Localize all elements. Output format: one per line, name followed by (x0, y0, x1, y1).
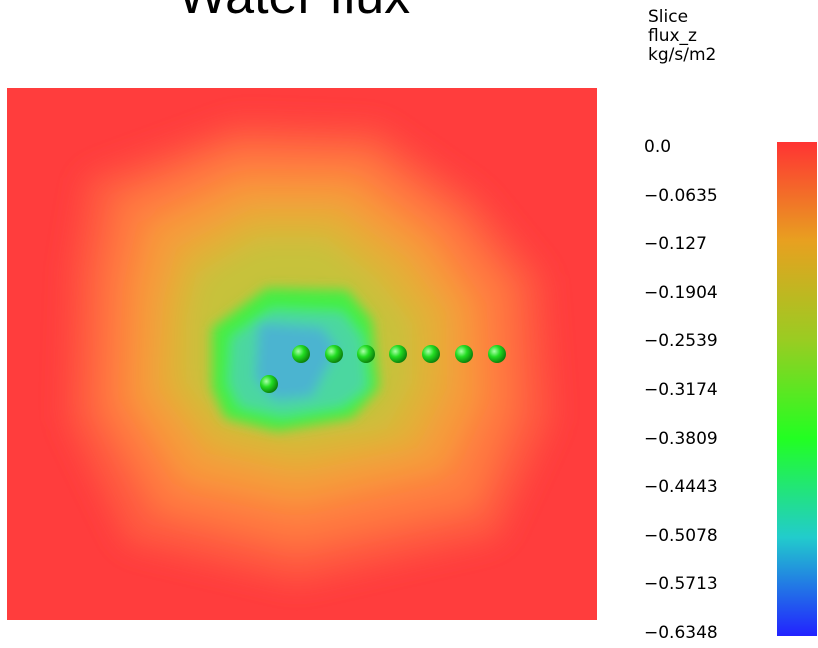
colorbar-tick: −0.5078 (644, 525, 718, 546)
observation-points (260, 345, 506, 393)
observation-point (325, 345, 343, 363)
plot-title: Water flux (178, 0, 410, 26)
legend-units: kg/s/m2 (648, 45, 717, 65)
observation-point (488, 345, 506, 363)
observation-point (455, 345, 473, 363)
legend-title-slice: Slice (648, 7, 689, 27)
colorbar-tick: −0.3174 (644, 380, 718, 400)
observation-point (357, 345, 375, 363)
legend-variable: flux_z (648, 26, 697, 46)
colorbar-tick: −0.2539 (644, 331, 718, 352)
observation-point (292, 345, 310, 363)
observation-point (422, 345, 440, 363)
legend-header: Slice flux_z kg/s/m2 (648, 8, 716, 65)
observation-point (389, 345, 407, 363)
colorbar-tick: −0.1904 (644, 282, 718, 303)
colorbar-tick: −0.6348 (644, 623, 718, 643)
colorbar-tick: 0.0 (644, 137, 672, 157)
colorbar-tick: −0.3809 (644, 428, 718, 449)
colorbar-tick: −0.0635 (644, 185, 718, 206)
colorbar-tick: −0.127 (644, 234, 707, 255)
colorbar-tick: −0.4443 (644, 477, 718, 498)
colorbar-gradient (777, 142, 817, 636)
observation-point (260, 375, 278, 393)
flux-slice-plot (7, 88, 597, 620)
colorbar-tick: −0.5713 (644, 574, 718, 595)
